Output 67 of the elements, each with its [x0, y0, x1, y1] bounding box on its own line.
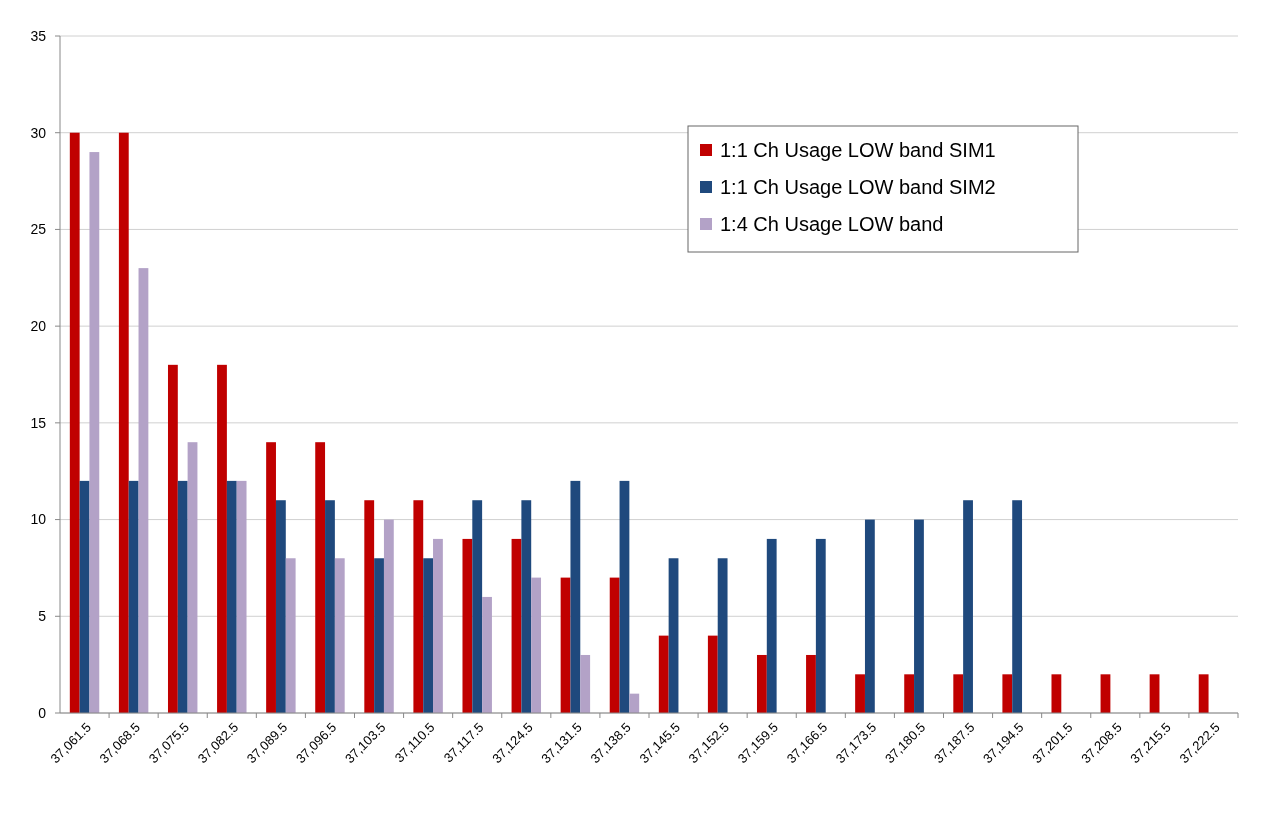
- bar: [285, 558, 296, 713]
- bar: [177, 480, 188, 713]
- bar: [275, 500, 286, 713]
- bar: [423, 558, 434, 713]
- bar: [756, 654, 767, 713]
- bar: [89, 152, 100, 713]
- bar: [521, 500, 532, 713]
- bar: [462, 538, 473, 713]
- bar: [118, 132, 129, 713]
- bar: [717, 558, 728, 713]
- y-tick-label: 35: [30, 27, 47, 44]
- bar: [1198, 674, 1209, 713]
- y-tick-label: 25: [30, 221, 47, 238]
- bar: [433, 538, 443, 713]
- bar: [904, 674, 915, 713]
- bar: [815, 538, 826, 713]
- bar: [531, 577, 542, 713]
- bar: [609, 577, 620, 713]
- bar: [629, 693, 640, 713]
- legend-label: 1:4 Ch Usage LOW band: [720, 213, 944, 235]
- bar: [1051, 674, 1062, 713]
- bar: [707, 635, 718, 713]
- bar: [570, 480, 581, 713]
- bar: [383, 519, 394, 713]
- bar: [138, 268, 149, 713]
- bar: [217, 364, 227, 713]
- bar: [511, 538, 522, 713]
- bar: [580, 654, 591, 713]
- bar: [69, 132, 80, 713]
- bar: [236, 480, 247, 713]
- bar: [226, 480, 237, 713]
- bar: [668, 558, 679, 713]
- y-tick-label: 30: [30, 124, 47, 141]
- bar: [472, 500, 483, 713]
- bar: [806, 654, 816, 713]
- bar: [482, 596, 492, 713]
- bar: [325, 500, 335, 713]
- bar: [334, 558, 345, 713]
- bar: [619, 480, 630, 713]
- y-tick-label: 10: [30, 511, 47, 528]
- bar: [963, 500, 973, 713]
- bar: [864, 519, 875, 713]
- bar: [79, 480, 90, 713]
- bar: [560, 577, 571, 713]
- bar: [167, 364, 178, 713]
- bar: [855, 674, 865, 713]
- legend-label: 1:1 Ch Usage LOW band SIM2: [720, 176, 996, 198]
- bar: [658, 635, 669, 713]
- y-tick-label: 20: [30, 318, 47, 335]
- bar: [1002, 674, 1013, 713]
- bar: [266, 442, 276, 713]
- bar: [766, 538, 777, 713]
- bar: [1149, 674, 1160, 713]
- bar: [1012, 500, 1023, 713]
- y-tick-label: 5: [38, 608, 47, 625]
- bar: [315, 442, 326, 713]
- bar: [128, 480, 139, 713]
- bar: [413, 500, 424, 713]
- y-tick-label: 15: [30, 414, 47, 431]
- bar: [1100, 674, 1111, 713]
- bar: [953, 674, 964, 713]
- bar: [364, 500, 375, 713]
- bar: [374, 558, 384, 713]
- bar: [187, 442, 198, 713]
- y-tick-label: 0: [38, 704, 47, 721]
- legend-label: 1:1 Ch Usage LOW band SIM1: [720, 139, 996, 161]
- bar: [914, 519, 924, 713]
